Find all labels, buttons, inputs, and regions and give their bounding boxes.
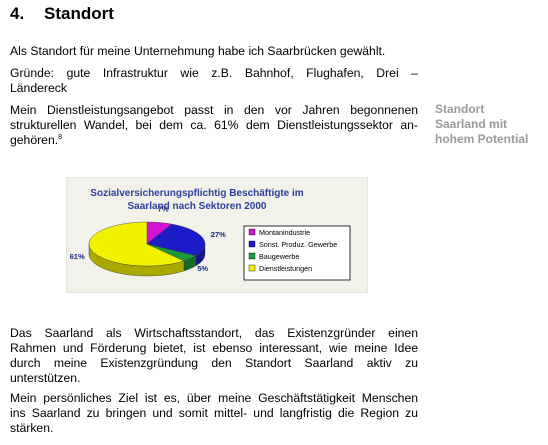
pie-slices: [88, 221, 206, 277]
paragraph-reasons: Gründe: gute Infrastruktur wie z.B. Bahn…: [10, 66, 418, 96]
section-title: Standort: [44, 4, 114, 23]
paragraph-line: Gründe: gute Infrastruktur wie z.B. Bahn…: [10, 66, 418, 80]
legend-label: Sonst. Produz. Gewerbe: [259, 240, 337, 249]
paragraph-saarland-location: Das Saarland als Wirtschaftsstandort, da…: [10, 326, 418, 386]
paragraph-line: Mein Dienstleistungsangebot passt in den…: [10, 103, 418, 117]
paragraph-line: Ländereck: [10, 81, 67, 95]
footnote-marker: 8: [58, 133, 63, 141]
legend-label: Dienstleistungen: [259, 264, 312, 273]
legend-swatch: [248, 264, 256, 272]
paragraph-line: durch meine Existenzgründung den Standor…: [10, 356, 418, 370]
paragraph-text: Als Standort für meine Unternehmung habe…: [10, 44, 386, 58]
paragraph-location-choice: Als Standort für meine Unternehmung habe…: [10, 44, 418, 59]
paragraph-service-offer: Mein Dienstleistungsangebot passt in den…: [10, 103, 418, 148]
section-number: 4.: [10, 4, 25, 23]
legend-swatch: [248, 240, 256, 248]
paragraph-line: Mein persönliches Ziel ist es, über mein…: [10, 391, 418, 405]
chart-legend: Montanindustrie Sonst. Produz. Gewerbe Bau…: [243, 225, 351, 281]
pie-value-label: 27%: [211, 230, 226, 239]
pie-slice-dienstleistungen: [88, 221, 185, 267]
paragraph-line: gehören.8: [10, 133, 418, 148]
legend-label: Baugewerbe: [259, 252, 299, 261]
paragraph-line: strukturellen Wandel, bei dem ca. 61% de…: [10, 118, 418, 132]
paragraph-line: Rahmen und Förderung bietet, ist ebenso …: [10, 341, 418, 355]
margin-note-line: Standort: [435, 102, 485, 116]
legend-box: [243, 225, 351, 281]
chart-title-line: Saarland nach Sektoren 2000: [128, 201, 267, 212]
section-heading: 4. Standort: [10, 4, 114, 24]
pie-value-label: 7%: [158, 205, 169, 214]
paragraph-line: stärken.: [10, 421, 54, 435]
pie-value-label: 61%: [70, 252, 85, 261]
paragraph-line: ins Saarland zu bringen und somit mittel…: [10, 406, 418, 420]
paragraph-personal-goal: Mein persönliches Ziel ist es, über mein…: [10, 391, 418, 436]
pie-slice-sonst-produz-gewerbe: [146, 223, 206, 257]
paragraph-text: gehören.: [10, 133, 59, 147]
sector-pie-chart: Sozialversicherungspflichtig Beschäftigt…: [66, 177, 368, 293]
margin-note-line: Saarland mit: [435, 117, 508, 131]
legend-swatch: [248, 228, 256, 236]
legend-label: Montanindustrie: [259, 228, 310, 237]
chart-title-line: Sozialversicherungspflichtig Beschäftigt…: [90, 188, 303, 199]
margin-note: Standort Saarland mit hohem Potential: [435, 102, 545, 147]
pie-value-label: 5%: [197, 264, 208, 273]
margin-note-line: hohem Potential: [435, 132, 529, 146]
pie-value-labels: 7% 27% 5% 61%: [70, 205, 226, 273]
paragraph-line: Das Saarland als Wirtschaftsstandort, da…: [10, 326, 418, 340]
legend-swatch: [248, 252, 256, 260]
paragraph-line: unterstützen.: [10, 371, 81, 385]
pie-chart-svg: Sozialversicherungspflichtig Beschäftigt…: [70, 188, 351, 281]
